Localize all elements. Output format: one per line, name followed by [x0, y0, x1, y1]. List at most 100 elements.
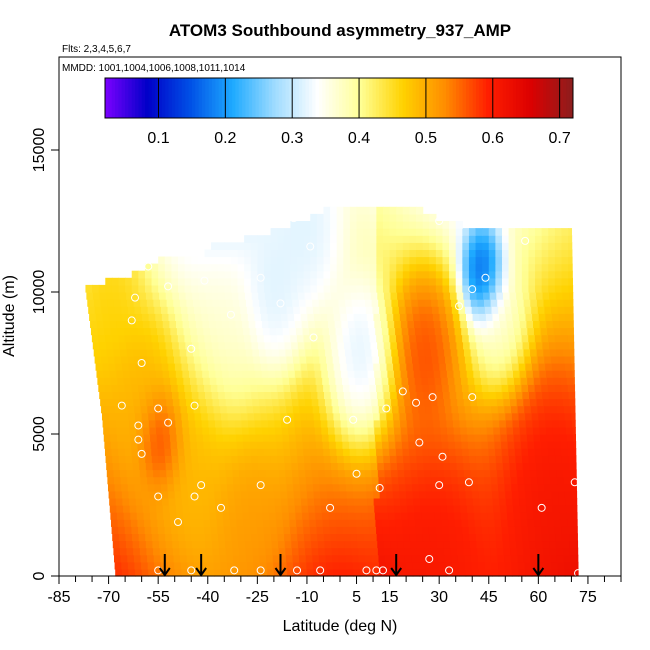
heatmap-cell: [391, 405, 400, 414]
heatmap-cell: [356, 334, 364, 343]
heatmap-cell: [247, 412, 255, 421]
heatmap-cell: [217, 249, 225, 258]
heatmap-cell: [362, 327, 370, 336]
heatmap-cell: [135, 568, 143, 577]
colorbar-tick-label: 0.5: [415, 130, 437, 147]
heatmap-cell: [433, 370, 441, 378]
colorbar-swatch: [399, 78, 404, 118]
flight-arrow: [274, 554, 287, 577]
heatmap-cell: [245, 547, 253, 556]
heatmap-cell: [270, 263, 278, 272]
heatmap-cell: [411, 554, 419, 563]
heatmap-cell: [351, 398, 359, 407]
heatmap-cell: [568, 277, 573, 286]
heatmap-cell: [242, 426, 250, 435]
heatmap-cell: [364, 348, 372, 357]
heatmap-cell: [356, 228, 364, 236]
heatmap-cell: [413, 419, 421, 428]
heatmap-cell: [193, 554, 201, 563]
heatmap-cell: [517, 561, 526, 570]
heatmap-cell: [525, 363, 533, 371]
heatmap-cell: [396, 341, 405, 350]
heatmap-cell: [305, 348, 313, 357]
heatmap-cell: [509, 391, 517, 400]
heatmap-cell: [212, 398, 220, 407]
heatmap-cell: [231, 540, 240, 549]
profile-point: [445, 566, 454, 575]
colorbar-swatch: [489, 78, 494, 118]
heatmap-cell: [475, 448, 483, 456]
heatmap-cell: [541, 533, 550, 542]
colorbar-swatch: [288, 78, 293, 118]
heatmap-cell: [548, 242, 556, 250]
heatmap-cell: [86, 292, 94, 300]
heatmap-cell: [410, 540, 418, 549]
heatmap-cell: [190, 441, 198, 449]
heatmap-cell: [316, 448, 324, 456]
heatmap-cell: [374, 426, 382, 435]
colorbar-swatch: [486, 78, 490, 118]
heatmap-cell: [416, 540, 425, 549]
heatmap-cell: [217, 448, 225, 456]
heatmap-cell: [526, 320, 534, 329]
heatmap-cell: [549, 540, 557, 549]
heatmap-cell: [385, 554, 393, 563]
heatmap-cell: [387, 370, 395, 378]
heatmap-cell: [523, 554, 532, 563]
heatmap-cell: [501, 334, 510, 343]
heatmap-cell: [517, 306, 526, 314]
heatmap-cell: [138, 391, 147, 400]
heatmap-cell: [232, 547, 240, 556]
profile-point: [455, 302, 464, 311]
heatmap-cell: [425, 561, 433, 570]
heatmap-cell: [120, 299, 128, 307]
profile-point: [349, 415, 358, 424]
heatmap-cell: [207, 483, 215, 492]
heatmap-cell: [431, 299, 439, 307]
heatmap-cell: [221, 313, 229, 321]
heatmap-cell: [99, 341, 107, 350]
heatmap-cell: [155, 419, 163, 428]
heatmap-cell: [480, 377, 489, 385]
heatmap-cell: [310, 249, 318, 258]
heatmap-cell: [330, 540, 339, 549]
heatmap-cell: [549, 469, 557, 478]
heatmap-cell: [114, 476, 122, 485]
heatmap-cell: [394, 320, 402, 329]
heatmap-cell: [152, 341, 160, 350]
heatmap-cell: [340, 412, 348, 421]
heatmap-cell: [406, 419, 414, 428]
heatmap-cell: [212, 469, 220, 478]
heatmap-cell: [171, 455, 179, 463]
heatmap-cell: [287, 412, 295, 421]
heatmap-cell: [303, 277, 311, 286]
heatmap-cell: [178, 540, 187, 549]
heatmap-cell: [494, 377, 502, 385]
heatmap-cell: [204, 455, 212, 463]
heatmap-cell: [270, 249, 278, 258]
heatmap-cell: [421, 434, 429, 442]
heatmap-cell: [452, 363, 460, 371]
heatmap-cell: [555, 462, 563, 471]
heatmap-cell: [297, 256, 305, 265]
heatmap-cell: [458, 306, 466, 314]
heatmap-cell: [298, 348, 306, 357]
heatmap-cell: [233, 483, 241, 492]
heatmap-cell: [454, 377, 462, 385]
heatmap-cell: [197, 256, 206, 265]
heatmap-cell: [199, 299, 207, 307]
heatmap-cell: [429, 270, 437, 279]
heatmap-cell: [564, 412, 573, 421]
heatmap-cell: [347, 419, 355, 428]
x-tick-label: 30: [430, 589, 448, 606]
heatmap-cell: [224, 249, 232, 258]
heatmap-cell: [518, 313, 527, 321]
heatmap-cell: [402, 221, 411, 229]
heatmap-cell: [450, 547, 458, 556]
heatmap-cell: [499, 426, 508, 435]
heatmap-cell: [438, 355, 446, 364]
heatmap-cell: [299, 554, 307, 563]
heatmap-cell: [204, 263, 212, 272]
heatmap-cell: [121, 306, 129, 314]
heatmap-cell: [338, 476, 347, 485]
